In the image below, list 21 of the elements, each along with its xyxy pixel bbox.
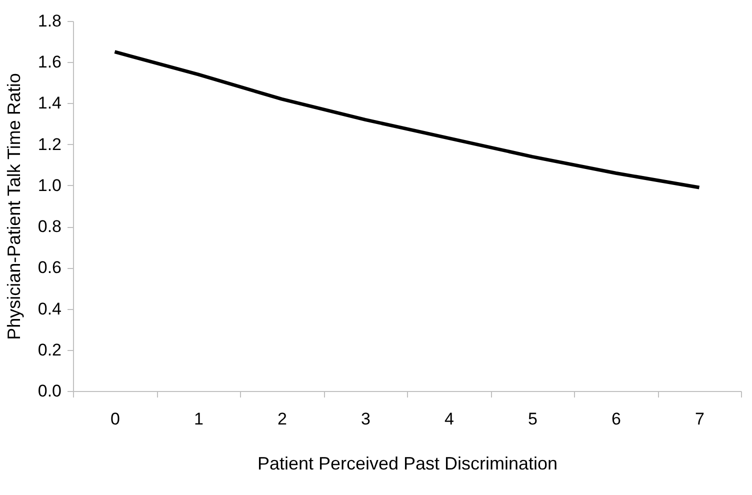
y-tick-label: 1.6 [38,52,62,72]
x-axis-title: Patient Perceived Past Discrimination [257,454,558,474]
x-tick-label: 3 [361,410,370,428]
y-tick-label: 1.4 [38,94,62,113]
x-tick-label: 1 [194,410,204,428]
y-tick-label: 0.0 [38,382,62,400]
x-tick-label: 7 [695,410,704,428]
y-tick-label: 1.0 [38,176,62,195]
y-tick-label: 1.2 [38,134,62,154]
y-tick-label: 0.8 [38,217,62,236]
x-tick-label: 0 [110,410,120,428]
y-tick-label: 0.4 [38,299,62,318]
line-series [113,50,701,190]
x-tick-label: 6 [612,410,621,428]
y-tick-label: 1.8 [38,12,62,30]
y-tick-label: 0.6 [38,258,62,278]
y-axis-title: Physician-Patient Talk Time Ratio [4,73,24,340]
x-tick-label: 2 [278,410,287,428]
y-tick-label: 0.2 [38,340,62,360]
x-tick-label: 4 [444,410,454,428]
x-tick-label: 5 [528,410,538,428]
